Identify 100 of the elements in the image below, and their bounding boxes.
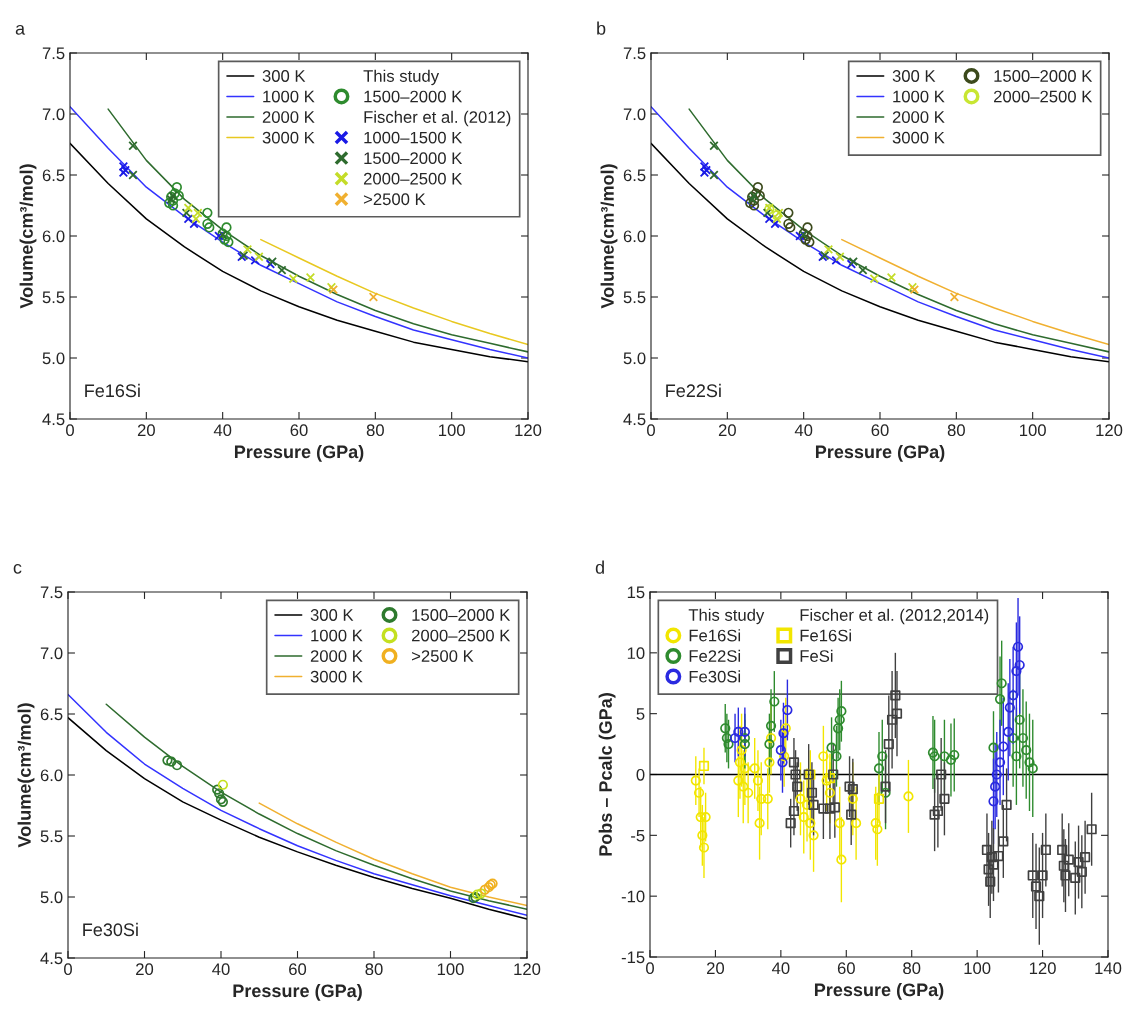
y-tick-label: 0 — [636, 768, 645, 781]
y-tick-label: 7.0 — [42, 108, 65, 121]
x-tick-label: 0 — [646, 962, 654, 975]
y-tick-label: 6.0 — [40, 769, 63, 782]
legend-label: 2000 K — [310, 650, 363, 662]
legend-label: 1000 K — [311, 629, 363, 642]
y-tick-label: 4.5 — [42, 413, 65, 426]
x-tick-label: 120 — [1096, 424, 1123, 437]
x-tick-label: 100 — [1020, 424, 1046, 437]
legend-label: 3000 K — [892, 131, 945, 144]
legend-label: 2000–2500 K — [994, 90, 1093, 103]
x-tick-label: 80 — [947, 424, 965, 437]
y-tick-label: 5.0 — [42, 352, 65, 365]
y-axis-title: Volume(cm³/mol) — [600, 164, 618, 309]
legend-label: FeSi — [800, 649, 833, 662]
x-tick-label: 40 — [771, 962, 790, 975]
x-tick-label: 60 — [837, 962, 855, 975]
x-tick-label: 0 — [647, 424, 655, 437]
x-tick-label: 20 — [136, 963, 154, 976]
annotation: This study — [688, 608, 765, 625]
legend-label: 2000–2500 K — [363, 172, 463, 185]
legend-label: 300 K — [892, 70, 936, 82]
y-tick-label: 6.0 — [42, 230, 65, 243]
y-axis-title: Volume(cm³/mol) — [19, 164, 37, 309]
x-tick-label: 80 — [365, 963, 383, 976]
x-tick-label: 20 — [707, 962, 725, 975]
y-tick-label: 4.5 — [623, 413, 646, 426]
y-tick-label: 5.5 — [42, 291, 65, 304]
legend-label: 1500–2000 K — [994, 70, 1093, 82]
y-tick-label: 7.5 — [623, 47, 646, 60]
y-tick-label: 15 — [627, 586, 645, 599]
legend-label: 2000 K — [262, 111, 315, 123]
legend-label: 2000–2500 K — [412, 629, 511, 642]
y-tick-label: 7.0 — [40, 647, 63, 660]
legend-label: >2500 K — [411, 650, 474, 662]
legend-label: 2000 K — [892, 111, 945, 123]
x-tick-label: 40 — [213, 424, 232, 437]
x-axis-title: Pressure (GPa) — [815, 444, 945, 462]
y-tick-label: 6.5 — [40, 708, 63, 721]
legend-label: Fe16Si — [800, 629, 851, 642]
y-tick-label: 6.5 — [623, 169, 646, 182]
y-tick-label: 5.0 — [40, 891, 63, 904]
y-tick-label: 5.5 — [40, 830, 63, 843]
legend-label: 3000 K — [262, 131, 315, 144]
x-axis-title: Pressure (GPa) — [814, 982, 944, 1000]
legend-label: 300 K — [310, 609, 354, 621]
annotation: Fischer et al. (2012,2014) — [800, 608, 989, 625]
y-axis-title: Pobs – Pcalc (GPa) — [598, 693, 616, 856]
y-axis-title: Volume(cm³/mol) — [17, 703, 35, 848]
legend-label: 1500–2000 K — [412, 609, 511, 621]
x-tick-label: 120 — [515, 424, 542, 437]
y-tick-label: 6.0 — [623, 230, 646, 243]
text: Fe22Si — [666, 383, 721, 398]
annotation: Fischer et al. (2012) — [364, 110, 511, 127]
chart-title: d — [595, 560, 604, 574]
y-tick-label: 7.5 — [42, 47, 65, 60]
x-tick-label: 0 — [66, 424, 74, 437]
y-tick-label: -5 — [631, 829, 645, 842]
legend-label: Fe16Si — [689, 629, 741, 642]
text: Fe16Si — [85, 383, 140, 398]
y-tick-label: 5 — [636, 708, 645, 720]
annotation: This study — [363, 69, 440, 86]
legend-label: 1000–1500 K — [364, 131, 463, 144]
x-tick-label: 140 — [1095, 962, 1122, 975]
y-tick-label: 4.5 — [40, 952, 63, 965]
x-tick-label: 40 — [212, 963, 230, 976]
text: Fe30Si — [83, 922, 138, 937]
x-tick-label: 100 — [964, 962, 991, 975]
y-tick-label: 5.0 — [623, 352, 646, 365]
chart-title: a — [15, 24, 26, 35]
x-tick-label: 100 — [439, 424, 465, 437]
y-tick-label: 7.0 — [623, 108, 646, 121]
y-tick-label: 6.5 — [42, 169, 65, 182]
chart-title: b — [597, 21, 606, 35]
x-axis-title: Pressure (GPa) — [234, 444, 364, 462]
legend-label: Fe30Si — [689, 670, 741, 683]
x-tick-label: 60 — [871, 424, 889, 437]
y-tick-label: 5.5 — [623, 291, 646, 304]
x-axis-title: Pressure (GPa) — [233, 983, 362, 1001]
legend-label: 1500–2000 K — [364, 90, 463, 103]
legend-label: >2500 K — [363, 193, 426, 206]
x-tick-label: 100 — [437, 963, 464, 976]
x-tick-label: 20 — [137, 424, 155, 437]
x-tick-label: 60 — [290, 424, 308, 437]
x-tick-label: 40 — [794, 424, 813, 437]
x-tick-label: 60 — [289, 963, 307, 976]
x-tick-label: 80 — [366, 424, 384, 437]
x-tick-label: 120 — [1029, 962, 1056, 975]
y-tick-label: -15 — [621, 951, 645, 964]
x-tick-label: 20 — [718, 424, 736, 437]
chart-title: c — [13, 563, 22, 574]
y-tick-label: -10 — [621, 890, 645, 903]
x-tick-label: 120 — [514, 963, 541, 976]
y-tick-label: 7.5 — [40, 586, 63, 599]
legend-label: 3000 K — [310, 670, 363, 683]
legend-label: Fe22Si — [689, 649, 741, 662]
legend-label: 1000 K — [263, 90, 315, 103]
y-tick-label: 10 — [627, 647, 645, 660]
legend-label: 300 K — [262, 70, 306, 82]
legend-label: 1000 K — [893, 90, 945, 103]
